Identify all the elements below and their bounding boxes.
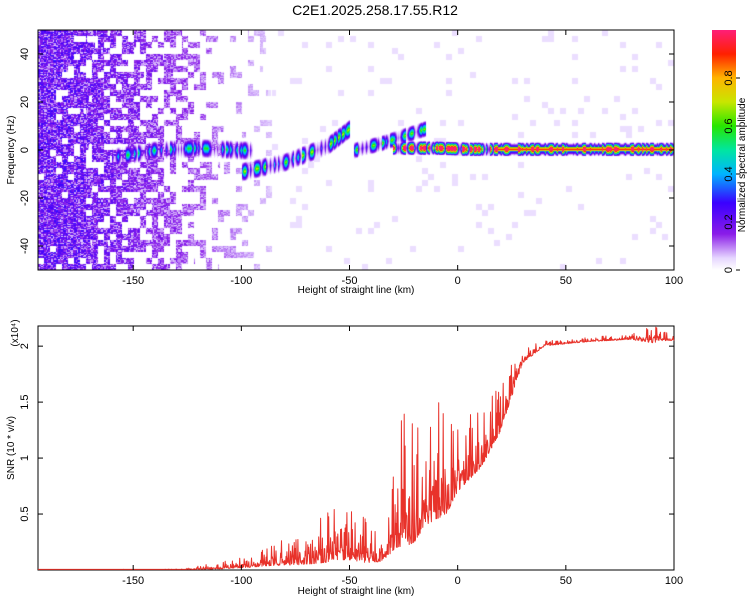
colorbar-gradient bbox=[712, 30, 736, 270]
snr-ytick-label: 1.5 bbox=[19, 394, 31, 409]
colorbar-tick-label: 0.6 bbox=[723, 118, 735, 133]
snr-series-line bbox=[38, 326, 675, 570]
snr-ylabel: SNR (10 * v/v) bbox=[6, 416, 17, 480]
spectrogram-ytick-label: -40 bbox=[19, 238, 31, 254]
snr-xtick-label: -100 bbox=[230, 575, 252, 587]
snr-frame bbox=[37, 325, 675, 571]
spectrogram-ytick-label: 0 bbox=[19, 147, 31, 153]
snr-xtick-label: 0 bbox=[455, 575, 461, 587]
snr-ytick-label: 0.5 bbox=[19, 506, 31, 521]
spectrogram-xtick-label: 100 bbox=[665, 275, 683, 287]
spectrogram-xtick-label: 0 bbox=[455, 275, 461, 287]
spectrogram-xtick-label: -150 bbox=[122, 275, 144, 287]
snr-xtick-label: -50 bbox=[342, 575, 358, 587]
snr-xlabel: Height of straight line (km) bbox=[298, 586, 415, 597]
colorbar-tick-label: 0.2 bbox=[723, 214, 735, 229]
colorbar-tick-label: 0.4 bbox=[723, 166, 735, 181]
colorbar-ticks: 0 0.2 0.4 0.6 0.8 bbox=[723, 70, 740, 273]
spectrogram-panel: -150 -100 -50 0 50 100 -40 -20 0 20 40 Height of s… bbox=[6, 29, 683, 296]
colorbar-tick-label: 0.8 bbox=[723, 70, 735, 85]
spectrogram-xlabel: Height of straight line (km) bbox=[298, 285, 415, 296]
colorbar-label: Normalized spectral amplitude bbox=[737, 97, 748, 232]
spectrogram-ytick-label: 40 bbox=[19, 48, 31, 60]
spectrogram-heatmap bbox=[38, 30, 674, 270]
spectrogram-xtick-label: -100 bbox=[230, 275, 252, 287]
spectrogram-ticks: -150 -100 -50 0 50 100 -40 -20 0 20 40 bbox=[19, 30, 683, 287]
snr-y-exponent: (x10⁴) bbox=[10, 319, 21, 346]
snr-panel: -150 -100 -50 0 50 100 0.5 1 1.5 2 Height of stra… bbox=[6, 319, 683, 597]
spectrogram-ylabel: Frequency (Hz) bbox=[6, 116, 17, 185]
spectrogram-xtick-label: -50 bbox=[342, 275, 358, 287]
figure-title: C2E1.2025.258.17.55.R12 bbox=[292, 2, 458, 18]
snr-ytick-label: 2 bbox=[19, 343, 31, 349]
spectrogram-ytick-label: -20 bbox=[19, 190, 31, 206]
snr-ticks: -150 -100 -50 0 50 100 0.5 1 1.5 2 bbox=[19, 326, 683, 587]
snr-xtick-label: 100 bbox=[665, 575, 683, 587]
colorbar: 0 0.2 0.4 0.6 0.8 Normalized spectral amplit… bbox=[712, 30, 748, 273]
spectrogram-xtick-label: 50 bbox=[560, 275, 572, 287]
snr-xtick-label: -150 bbox=[122, 575, 144, 587]
colorbar-tick-label: 0 bbox=[723, 267, 735, 273]
spectrogram-ytick-label: 20 bbox=[19, 96, 31, 108]
snr-ytick-label: 1 bbox=[19, 455, 31, 461]
snr-xtick-label: 50 bbox=[560, 575, 572, 587]
